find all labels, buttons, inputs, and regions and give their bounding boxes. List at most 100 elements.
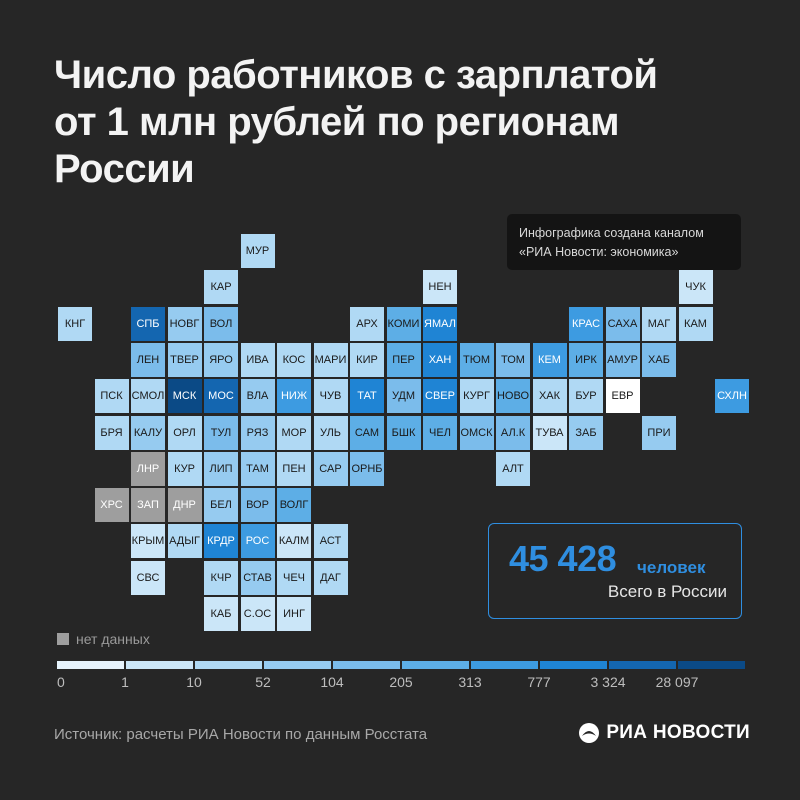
region-tile: ИНГ [277, 597, 311, 631]
region-tile: ЗАБ [569, 415, 603, 450]
region-tile: КАР [204, 270, 238, 305]
region-tile: ТУВА [532, 415, 567, 450]
region-tile: ХАК [532, 379, 567, 414]
legend-swatch [678, 661, 745, 669]
region-tile: НОВГ [167, 306, 202, 341]
legend-tick-label: 3 324 [590, 674, 626, 690]
region-tile: КЕМ [532, 342, 567, 377]
legend-tick-label: 52 [255, 674, 271, 690]
region-tile: ЕВР [605, 379, 640, 414]
legend-swatch [402, 661, 469, 669]
total-caption: Всего в России [607, 582, 727, 601]
legend-swatch [540, 661, 607, 669]
legend-tick-label: 205 [389, 674, 413, 690]
region-tile: САР [313, 451, 348, 486]
region-tile: МАРИ [313, 342, 348, 377]
total-value: 45 428 [509, 538, 617, 579]
region-tile: СВЕР [423, 379, 457, 414]
region-tile: ВЛА [240, 379, 275, 414]
region-tile: СМОЛ [131, 379, 165, 414]
legend-swatch [195, 661, 262, 669]
region-tile: ТУЛ [204, 415, 238, 450]
title-line: от 1 млн рублей по регионам [54, 100, 620, 144]
legend-swatch [609, 661, 676, 669]
region-tile: ТАМ [240, 451, 275, 486]
legend-ticks: 0 1 10 52 104 205 313 777 3 324 28 097 [0, 674, 800, 694]
region-tile: ЧУВ [313, 379, 348, 414]
total-unit: человек [637, 558, 706, 577]
region-tile: ТЮМ [459, 342, 494, 377]
legend-swatch [264, 661, 331, 669]
region-tile: ЛНР [131, 451, 165, 486]
color-legend [57, 661, 745, 669]
ria-logo-text: РИА НОВОСТИ [606, 722, 750, 743]
legend-tick-label: 28 097 [655, 674, 699, 690]
region-tile: РЯЗ [240, 415, 275, 450]
region-tile: УЛЬ [313, 415, 348, 450]
region-tile: НОВО [496, 379, 530, 414]
legend-tick-label: 0 [57, 674, 65, 690]
ria-logo: РИА НОВОСТИ [578, 722, 750, 744]
legend-tick-label: 1 [121, 674, 129, 690]
region-tile: АЛ.К [496, 415, 530, 450]
region-tile: РОС [240, 524, 275, 559]
region-tile: МСК [167, 379, 202, 414]
region-tile: СТАВ [240, 560, 275, 595]
region-tile: КУРГ [459, 379, 494, 414]
total-box: 45 428 человек Всего в России [488, 523, 742, 619]
region-tile: КАЛМ [277, 524, 311, 559]
region-tile: НИЖ [277, 379, 311, 414]
region-tile: ТАТ [350, 379, 384, 414]
region-tile: АМУР [605, 342, 640, 377]
region-tile: НЕН [423, 270, 457, 305]
region-tile: КАЛУ [131, 415, 165, 450]
region-tile: КАБ [204, 597, 238, 631]
region-tile: КНГ [58, 306, 92, 341]
region-tile: ПЕН [277, 451, 311, 486]
no-data-label: нет данных [76, 631, 150, 647]
region-tile: АДЫГ [167, 524, 202, 559]
region-tile: КРЫМ [131, 524, 165, 559]
legend-tick-label: 777 [527, 674, 551, 690]
region-tile: СПБ [131, 306, 165, 341]
ria-logo-icon [579, 723, 600, 743]
region-tile: БЕЛ [204, 488, 238, 523]
legend-swatch [126, 661, 193, 669]
region-tile: ХАН [423, 342, 457, 377]
region-tile: ВОР [240, 488, 275, 523]
region-tile: АЛТ [496, 451, 530, 486]
region-tile: ДНР [167, 488, 202, 523]
legend-swatch [333, 661, 400, 669]
region-tile: ЧЕЛ [423, 415, 457, 450]
region-tile: ОМСК [459, 415, 494, 450]
region-tile: СВС [131, 560, 165, 595]
region-tile: ЯМАЛ [423, 306, 457, 341]
legend-tick-label: 10 [186, 674, 202, 690]
region-tile: КУР [167, 451, 202, 486]
page-title: Число работников с зарплатой от 1 млн ру… [54, 52, 774, 193]
legend-swatch [57, 661, 124, 669]
region-tile: ИРК [569, 342, 603, 377]
region-tile: МОР [277, 415, 311, 450]
region-tile: С.ОС [240, 597, 275, 631]
source-note: Источник: расчеты РИА Новости по данным … [54, 726, 428, 743]
region-tile: ВОЛ [204, 306, 238, 341]
region-tile: ВОЛГ [277, 488, 311, 523]
region-tile: МАГ [642, 306, 676, 341]
region-tile: АСТ [313, 524, 348, 559]
region-tile: УДМ [386, 379, 421, 414]
region-tile: ОРНБ [350, 451, 384, 486]
region-tile: КИР [350, 342, 384, 377]
note-line: Инфографика создана каналом [519, 226, 704, 240]
title-line: Число работников с зарплатой [54, 53, 658, 97]
region-tile: ЯРО [204, 342, 238, 377]
region-tile: ЗАП [131, 488, 165, 523]
region-tile: АРХ [350, 306, 384, 341]
no-data-legend: нет данных [57, 631, 150, 647]
no-data-swatch [57, 633, 69, 645]
region-tile: КЧР [204, 560, 238, 595]
channel-note: Инфографика создана каналом «РИА Новости… [507, 214, 741, 270]
region-tile: ЧЕЧ [277, 560, 311, 595]
region-tile: БРЯ [94, 415, 129, 450]
region-tile: САХА [605, 306, 640, 341]
